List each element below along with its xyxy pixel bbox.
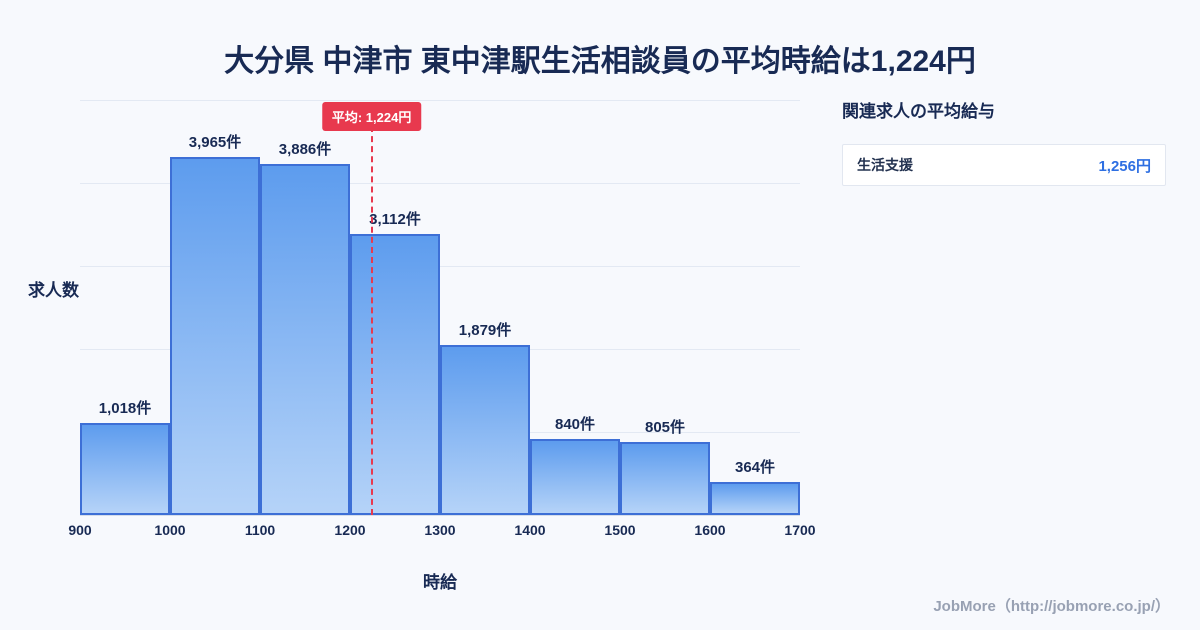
- related-job-label: 生活支援: [857, 157, 913, 173]
- related-jobs-heading: 関連求人の平均給与: [842, 102, 995, 121]
- x-tick-label: 1000: [154, 522, 186, 538]
- x-tick-label: 1200: [334, 522, 366, 538]
- histogram-bar: 364件: [710, 459, 800, 515]
- x-tick-label: 1100: [244, 522, 276, 538]
- x-axis-line: [80, 515, 800, 516]
- gridline: [80, 183, 800, 184]
- bar-value-label: 3,112件: [369, 211, 421, 228]
- x-tick-label: 1400: [514, 522, 546, 538]
- related-job-card[interactable]: 生活支援 1,256円: [842, 144, 1166, 186]
- bar-value-label: 840件: [554, 416, 596, 433]
- histogram-bar: 1,879件: [440, 322, 530, 515]
- bar-value-label: 805件: [644, 419, 686, 436]
- gridline: [80, 100, 800, 101]
- bar-value-label: 364件: [734, 459, 776, 476]
- x-tick-label: 1700: [784, 522, 816, 538]
- bar-value-label: 3,965件: [188, 134, 242, 151]
- bar-value-label: 3,886件: [278, 141, 332, 158]
- bar-value-label: 1,879件: [458, 322, 512, 339]
- histogram-bar: 805件: [620, 419, 710, 515]
- histogram-bar: 840件: [530, 416, 620, 515]
- x-axis-ticks: 900 1000 1100 1200 1300 1400 1500 1600 1700: [68, 522, 815, 542]
- gridline: [80, 266, 800, 267]
- average-line: [370, 126, 373, 515]
- x-tick-label: 900: [68, 522, 92, 538]
- plot-area: 1,018件 3,965件 3,886件 3,112件 1,879件 840件 805件 36…: [80, 100, 800, 516]
- bar-value-label: 1,018件: [98, 400, 152, 417]
- histogram-bar: 3,112件: [350, 211, 440, 515]
- x-axis-label: 時給: [423, 573, 457, 592]
- y-axis-label: 求人数: [28, 281, 79, 300]
- histogram-bar: 3,965件: [170, 134, 260, 515]
- histogram-bar: 3,886件: [260, 141, 350, 515]
- related-job-value: 1,256円: [1098, 157, 1151, 175]
- average-badge: 平均: 1,224円: [321, 102, 422, 131]
- histogram-bar: 1,018件: [80, 400, 170, 515]
- footer-credit: JobMore（http://jobmore.co.jp/）: [933, 598, 1170, 615]
- x-tick-label: 1600: [694, 522, 726, 538]
- page-title: 大分県 中津市 東中津駅生活相談員の平均時給は1,224円: [224, 45, 976, 78]
- x-tick-label: 1500: [604, 522, 636, 538]
- x-tick-label: 1300: [424, 522, 456, 538]
